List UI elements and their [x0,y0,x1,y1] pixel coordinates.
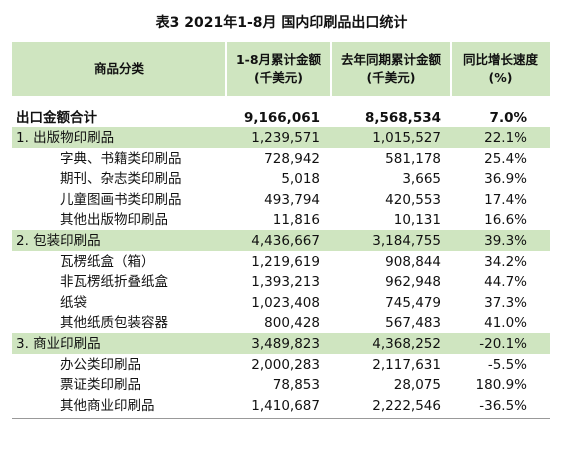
row-value: 2,117,631 [372,356,441,373]
row-value: 78,853 [272,377,320,394]
section-row-background [12,333,550,354]
row-value: 4,436,667 [251,233,320,249]
row-label: 办公类印刷品 [60,356,141,373]
row-value: 1,393,213 [251,274,320,291]
row-value: 2,222,546 [372,397,441,414]
row-label: 字典、书籍类印刷品 [60,150,182,167]
row-value: 41.0% [484,315,527,332]
row-value: 800,428 [264,315,320,332]
row-value: 420,553 [385,191,441,208]
row-label: 2. 包装印刷品 [16,233,101,249]
row-value: 728,942 [264,150,320,167]
row-value: 7.0% [489,110,527,126]
row-label: 其他商业印刷品 [60,397,155,414]
row-value: 3,665 [402,171,441,188]
row-value: 1,239,571 [251,130,320,146]
row-value: 1,410,687 [251,397,320,414]
title: 表3 2021年1-8月 国内印刷品出口统计 [155,15,408,31]
row-label: 瓦楞纸盒（箱） [60,253,155,270]
column-header: 1-8月累计金额 [235,52,322,67]
row-value: 908,844 [385,253,441,270]
section-row-background [12,127,550,148]
column-separator [330,42,332,96]
column-header: 去年同期累计金额 [340,52,441,67]
row-label: 3. 商业印刷品 [16,336,101,352]
row-value: 962,948 [385,274,441,291]
row-value: 28,075 [393,377,441,394]
row-value: 9,166,061 [243,110,320,126]
row-label: 1. 出版物印刷品 [16,130,115,146]
row-value: 567,483 [385,315,441,332]
row-value: 2,000,283 [251,356,320,373]
header-background [12,42,550,96]
row-label: 其他纸质包装容器 [60,315,168,332]
row-value: -20.1% [479,336,527,352]
column-header: (千美元) [366,70,416,85]
row-value: 11,816 [272,212,320,229]
row-value: 17.4% [484,191,527,208]
row-label: 票证类印刷品 [60,377,141,394]
column-header: 同比增长速度 [462,52,538,67]
row-value: 36.9% [484,171,527,188]
row-value: 39.3% [484,233,527,249]
column-separator [225,42,227,96]
row-value: 34.2% [484,253,527,270]
row-value: -36.5% [479,397,527,414]
column-header: (千美元) [254,70,303,85]
row-value: 1,015,527 [372,130,441,146]
row-value: 1,023,408 [251,294,320,311]
section-row-background [12,230,550,251]
row-value: 22.1% [484,130,527,146]
row-value: 493,794 [264,191,320,208]
column-header: 商品分类 [93,61,144,76]
row-value: 1,219,619 [251,253,320,270]
column-header: (%) [488,70,513,85]
row-label: 儿童图画书类印刷品 [60,191,182,208]
row-value: 10,131 [393,212,441,229]
row-label: 其他出版物印刷品 [60,212,168,229]
row-value: -5.5% [487,356,527,373]
row-value: 4,368,252 [372,336,441,352]
row-label: 纸袋 [60,294,87,311]
row-value: 25.4% [484,150,527,167]
row-value: 44.7% [484,274,527,291]
column-separator [450,42,452,96]
row-value: 180.9% [475,377,527,394]
row-label: 非瓦楞纸折叠纸盒 [60,274,168,291]
row-label: 出口金额合计 [16,110,97,126]
row-value: 8,568,534 [364,110,441,126]
row-value: 3,489,823 [251,336,320,352]
row-value: 581,178 [385,150,441,167]
row-value: 16.6% [484,212,527,229]
table-bottom-border [12,418,550,420]
row-value: 37.3% [484,294,527,311]
row-value: 745,479 [385,294,441,311]
row-value: 5,018 [281,171,320,188]
row-label: 期刊、杂志类印刷品 [60,171,182,188]
row-value: 3,184,755 [372,233,441,249]
